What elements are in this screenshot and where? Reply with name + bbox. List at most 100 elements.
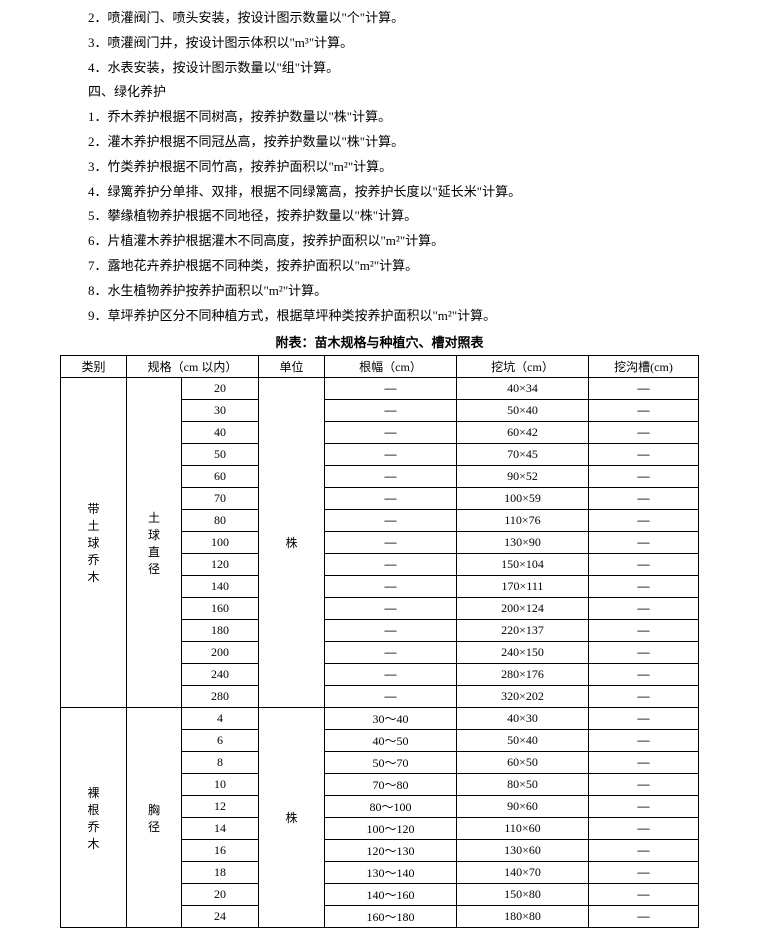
- pit-cell: 60×42: [457, 422, 589, 444]
- subcategory-cell: 土球直径: [127, 378, 182, 708]
- trench-cell: —: [589, 884, 699, 906]
- spec-cell: 8: [182, 752, 259, 774]
- root-cell: —: [325, 686, 457, 708]
- trench-cell: —: [589, 620, 699, 642]
- trench-cell: —: [589, 796, 699, 818]
- root-cell: 100～120: [325, 818, 457, 840]
- pit-cell: 150×104: [457, 554, 589, 576]
- root-cell: 40～50: [325, 730, 457, 752]
- section-4-title: 四、绿化养护: [60, 82, 699, 103]
- root-cell: 140～160: [325, 884, 457, 906]
- sec4-line-5: 5．攀缘植物养护根据不同地径，按养护数量以"株"计算。: [60, 206, 699, 227]
- sec4-line-9: 9．草坪养护区分不同种植方式，根据草坪种类按养护面积以"m²"计算。: [60, 306, 699, 327]
- sec4-line-6: 6．片植灌木养护根据灌木不同高度，按养护面积以"m²"计算。: [60, 231, 699, 252]
- root-cell: —: [325, 488, 457, 510]
- pit-cell: 200×124: [457, 598, 589, 620]
- pit-cell: 150×80: [457, 884, 589, 906]
- sec4-line-8: 8．水生植物养护按养护面积以"m²"计算。: [60, 281, 699, 302]
- doc-line-2: 2．喷灌阀门、喷头安装，按设计图示数量以"个"计算。: [60, 8, 699, 29]
- pit-cell: 90×52: [457, 466, 589, 488]
- root-cell: —: [325, 400, 457, 422]
- spec-cell: 24: [182, 906, 259, 928]
- root-cell: —: [325, 422, 457, 444]
- trench-cell: —: [589, 708, 699, 730]
- root-cell: —: [325, 620, 457, 642]
- spec-cell: 200: [182, 642, 259, 664]
- trench-cell: —: [589, 840, 699, 862]
- sec4-line-7: 7．露地花卉养护根据不同种类，按养护面积以"m²"计算。: [60, 256, 699, 277]
- spec-cell: 70: [182, 488, 259, 510]
- col-category: 类别: [61, 356, 127, 378]
- pit-cell: 110×60: [457, 818, 589, 840]
- trench-cell: —: [589, 466, 699, 488]
- pit-cell: 90×60: [457, 796, 589, 818]
- sec4-line-1: 1．乔木养护根据不同树高，按养护数量以"株"计算。: [60, 107, 699, 128]
- trench-cell: —: [589, 576, 699, 598]
- pit-cell: 100×59: [457, 488, 589, 510]
- trench-cell: —: [589, 510, 699, 532]
- spec-cell: 30: [182, 400, 259, 422]
- root-cell: —: [325, 510, 457, 532]
- trench-cell: —: [589, 862, 699, 884]
- pit-cell: 140×70: [457, 862, 589, 884]
- pit-cell: 70×45: [457, 444, 589, 466]
- pit-cell: 130×90: [457, 532, 589, 554]
- trench-cell: —: [589, 906, 699, 928]
- root-cell: 80～100: [325, 796, 457, 818]
- root-cell: 130～140: [325, 862, 457, 884]
- spec-cell: 18: [182, 862, 259, 884]
- pit-cell: 130×60: [457, 840, 589, 862]
- pit-cell: 180×80: [457, 906, 589, 928]
- table-body: 带土球乔木土球直径20株—40×34—30—50×40—40—60×42—50—…: [61, 378, 699, 928]
- root-cell: 30～40: [325, 708, 457, 730]
- table-header-row: 类别 规格（cm 以内） 单位 根幅（cm） 挖坑（cm） 挖沟槽(cm): [61, 356, 699, 378]
- root-cell: —: [325, 532, 457, 554]
- root-cell: —: [325, 554, 457, 576]
- root-cell: —: [325, 664, 457, 686]
- spec-cell: 16: [182, 840, 259, 862]
- table-row: 裸根乔木胸径4株30～4040×30—: [61, 708, 699, 730]
- category-cell: 裸根乔木: [61, 708, 127, 928]
- trench-cell: —: [589, 818, 699, 840]
- spec-cell: 12: [182, 796, 259, 818]
- unit-cell: 株: [259, 378, 325, 708]
- trench-cell: —: [589, 664, 699, 686]
- root-cell: 120～130: [325, 840, 457, 862]
- spec-cell: 6: [182, 730, 259, 752]
- sec4-line-2: 2．灌木养护根据不同冠丛高，按养护数量以"株"计算。: [60, 132, 699, 153]
- spec-cell: 140: [182, 576, 259, 598]
- pit-cell: 280×176: [457, 664, 589, 686]
- root-cell: 50～70: [325, 752, 457, 774]
- trench-cell: —: [589, 642, 699, 664]
- trench-cell: —: [589, 532, 699, 554]
- table-row: 带土球乔木土球直径20株—40×34—: [61, 378, 699, 400]
- trench-cell: —: [589, 400, 699, 422]
- spec-cell: 40: [182, 422, 259, 444]
- doc-line-3: 3．喷灌阀门井，按设计图示体积以"m³"计算。: [60, 33, 699, 54]
- sec4-line-4: 4．绿篱养护分单排、双排，根据不同绿篱高，按养护长度以"延长米"计算。: [60, 182, 699, 203]
- spec-cell: 14: [182, 818, 259, 840]
- spec-cell: 20: [182, 884, 259, 906]
- root-cell: 70～80: [325, 774, 457, 796]
- pit-cell: 50×40: [457, 730, 589, 752]
- spec-cell: 160: [182, 598, 259, 620]
- root-cell: —: [325, 576, 457, 598]
- trench-cell: —: [589, 378, 699, 400]
- doc-line-4: 4．水表安装，按设计图示数量以"组"计算。: [60, 58, 699, 79]
- spec-cell: 10: [182, 774, 259, 796]
- appendix-table: 类别 规格（cm 以内） 单位 根幅（cm） 挖坑（cm） 挖沟槽(cm) 带土…: [60, 355, 699, 928]
- trench-cell: —: [589, 730, 699, 752]
- root-cell: —: [325, 598, 457, 620]
- unit-cell: 株: [259, 708, 325, 928]
- pit-cell: 110×76: [457, 510, 589, 532]
- pit-cell: 240×150: [457, 642, 589, 664]
- trench-cell: —: [589, 488, 699, 510]
- trench-cell: —: [589, 752, 699, 774]
- spec-cell: 280: [182, 686, 259, 708]
- spec-cell: 80: [182, 510, 259, 532]
- root-cell: —: [325, 444, 457, 466]
- col-pit: 挖坑（cm）: [457, 356, 589, 378]
- pit-cell: 80×50: [457, 774, 589, 796]
- sec4-line-3: 3．竹类养护根据不同竹高，按养护面积以"m²"计算。: [60, 157, 699, 178]
- spec-cell: 100: [182, 532, 259, 554]
